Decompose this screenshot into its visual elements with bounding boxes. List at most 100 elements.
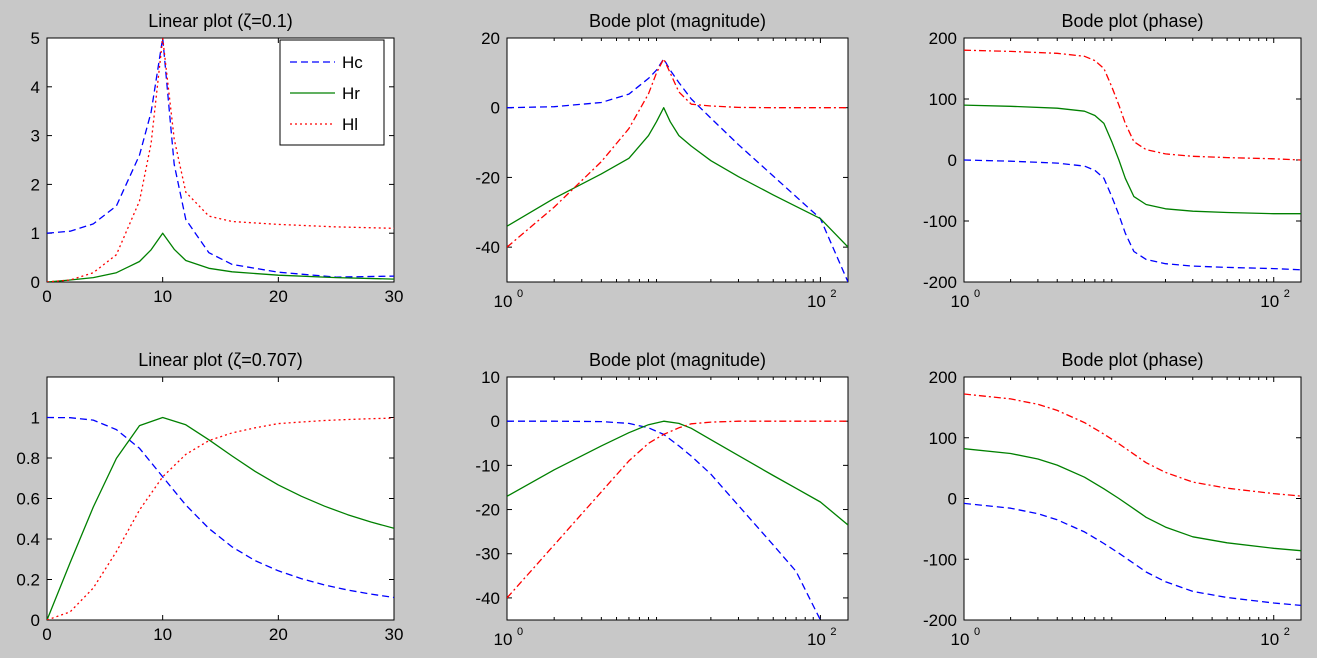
series-line-hr xyxy=(47,416,394,620)
series-line-hc xyxy=(507,420,821,620)
x-tick-label-base: 10 xyxy=(807,630,826,649)
x-tick-label: 10 xyxy=(153,625,172,644)
series-line-hl xyxy=(47,417,394,620)
y-tick-label: 200 xyxy=(929,29,957,48)
y-tick-label: 0.2 xyxy=(16,571,40,590)
axes-box xyxy=(506,37,849,283)
y-tick-label: -40 xyxy=(475,238,500,257)
y-tick-label: 1 xyxy=(31,409,40,428)
y-tick-label: 20 xyxy=(481,29,500,48)
plot-title: Linear plot (ζ=0.707) xyxy=(138,350,303,370)
y-tick-label: 0 xyxy=(31,273,40,292)
y-tick-label: -200 xyxy=(923,611,957,630)
y-tick-label: -10 xyxy=(475,456,500,475)
plot-title: Bode plot (phase) xyxy=(1061,350,1203,370)
series-group xyxy=(964,393,1301,607)
y-tick-label: 0.8 xyxy=(16,449,40,468)
series-line-hl xyxy=(507,420,848,599)
y-tick-label: -20 xyxy=(475,501,500,520)
y-tick-label: -100 xyxy=(923,550,957,569)
x-tick-label-base: 10 xyxy=(807,292,826,311)
plot-title: Bode plot (magnitude) xyxy=(589,11,766,31)
axes-box xyxy=(46,376,395,621)
series-line-hc xyxy=(964,502,1301,607)
x-tick-label-base: 10 xyxy=(494,292,513,311)
series-line-hc xyxy=(507,58,848,282)
x-tick-label: 30 xyxy=(385,625,404,644)
axes-box xyxy=(963,376,1302,621)
y-tick-label: 0 xyxy=(491,412,500,431)
series-line-hl xyxy=(47,38,394,282)
y-tick-label: -20 xyxy=(475,168,500,187)
legend-label: Hc xyxy=(342,53,363,72)
x-tick-label-exponent: 2 xyxy=(830,626,836,638)
series-line-hc xyxy=(47,416,394,599)
y-tick-label: -40 xyxy=(475,589,500,608)
x-tick-label-exponent: 0 xyxy=(517,288,523,300)
x-tick-label: 20 xyxy=(269,287,288,306)
x-tick-label-exponent: 0 xyxy=(974,626,980,638)
y-tick-label: 0 xyxy=(31,611,40,630)
x-tick-label-exponent: 2 xyxy=(1284,626,1290,638)
y-tick-label: -200 xyxy=(923,273,957,292)
x-tick-label-exponent: 0 xyxy=(517,626,523,638)
x-tick-label: 0 xyxy=(42,287,51,306)
plot-title: Bode plot (phase) xyxy=(1061,11,1203,31)
x-tick-label-exponent: 2 xyxy=(1284,288,1290,300)
x-tick-label: 20 xyxy=(269,625,288,644)
series-line-hr xyxy=(964,104,1301,215)
plot-title: Bode plot (magnitude) xyxy=(589,350,766,370)
x-tick-label-base: 10 xyxy=(1260,292,1279,311)
series-group xyxy=(47,416,394,620)
series-line-hr xyxy=(964,448,1301,552)
y-tick-label: -100 xyxy=(923,212,957,231)
y-tick-label: 10 xyxy=(481,368,500,387)
y-tick-label: -30 xyxy=(475,545,500,564)
plot-title: Linear plot (ζ=0.1) xyxy=(148,11,293,31)
x-tick-label-exponent: 0 xyxy=(974,288,980,300)
y-tick-label: 3 xyxy=(31,127,40,146)
y-tick-label: 0 xyxy=(948,490,957,509)
x-tick-label-base: 10 xyxy=(951,292,970,311)
x-tick-label: 10 xyxy=(153,287,172,306)
y-tick-label: 0 xyxy=(491,99,500,118)
x-tick-label-exponent: 2 xyxy=(830,288,836,300)
x-tick-label: 30 xyxy=(385,287,404,306)
y-tick-label: 200 xyxy=(929,368,957,387)
series-group xyxy=(507,420,848,620)
axes-box xyxy=(963,37,1302,283)
y-tick-label: 2 xyxy=(31,175,40,194)
y-tick-label: 1 xyxy=(31,224,40,243)
series-line-hr xyxy=(47,232,394,282)
y-tick-label: 4 xyxy=(31,78,40,97)
axes-box xyxy=(506,376,849,621)
series-group xyxy=(964,49,1301,271)
x-tick-label-base: 10 xyxy=(494,630,513,649)
series-line-hc xyxy=(964,159,1301,271)
series-line-hc xyxy=(47,38,394,278)
series-group xyxy=(507,58,848,282)
legend-label: Hl xyxy=(342,115,358,134)
series-line-hr xyxy=(507,107,848,248)
y-tick-label: 0.4 xyxy=(16,530,40,549)
series-line-hl xyxy=(964,393,1301,497)
series-line-hl xyxy=(964,49,1301,161)
subplot-p1: Linear plot (ζ=0.1) 0 1 2 3 4 5 0 10 20 30 Hc Hr Hl xyxy=(31,11,404,306)
y-tick-label: 5 xyxy=(31,29,40,48)
y-tick-label: 0 xyxy=(948,151,957,170)
x-tick-label-base: 10 xyxy=(951,630,970,649)
legend: Hc Hr Hl xyxy=(279,39,385,146)
series-line-hl xyxy=(507,58,848,248)
legend-label: Hr xyxy=(342,84,360,103)
subplot-p4: Linear plot (ζ=0.707)00.20.40.60.810 10 20… xyxy=(16,350,403,644)
x-tick-label: 0 xyxy=(42,625,51,644)
y-tick-label: 100 xyxy=(929,429,957,448)
y-tick-label: 100 xyxy=(929,90,957,109)
subplot-p2: Bode plot (magnitude) 20 0 -20 -40 10 0 10 2 xyxy=(475,11,849,311)
series-group xyxy=(47,38,394,282)
x-tick-label-base: 10 xyxy=(1260,630,1279,649)
